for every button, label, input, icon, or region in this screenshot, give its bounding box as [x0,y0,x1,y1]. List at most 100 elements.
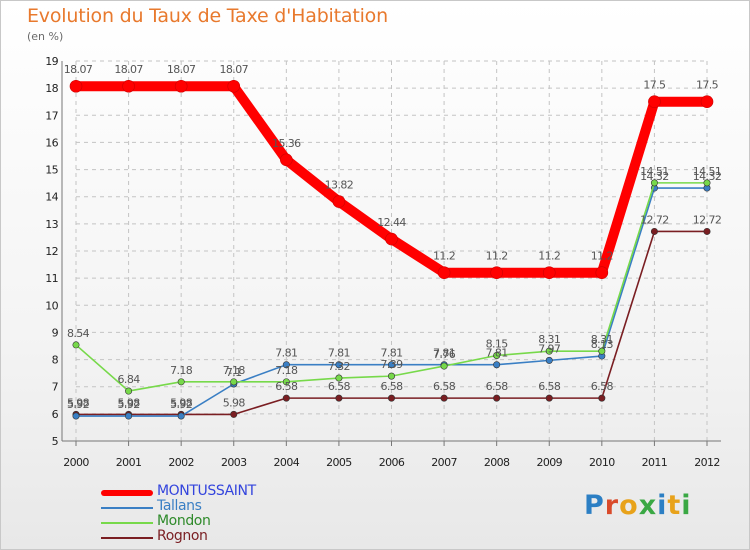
series-layer [69,79,714,420]
data-label: 7.18 [223,364,246,377]
x-tick-label: 2002 [168,456,194,469]
data-label: 12.72 [640,213,669,226]
data-point [282,361,290,369]
x-tick-label: 2009 [536,456,562,469]
data-label: 7.76 [433,348,456,361]
legend-label-rognon: Rognon [157,528,208,544]
data-point [177,378,185,386]
series-tallans [72,184,711,420]
chart-title: Evolution du Taux de Taxe d'Habitation [27,5,388,27]
y-tick-label: 8 [52,354,59,367]
data-point [230,378,238,386]
x-tick-label: 2000 [63,456,89,469]
data-point [493,394,501,402]
data-label: 8.31 [538,333,560,346]
legend-label-montussaint: MONTUSSAINT [157,483,256,499]
x-tick-label: 2010 [589,456,615,469]
data-point [542,266,556,280]
x-tick-label: 2004 [274,456,300,469]
proxiti-logo: Proxiti [584,490,692,521]
axes: 5 6 7 8 9 10 11 12 13 14 15 16 17 18 19 2000 2001 2002 200… [45,55,721,469]
data-point [387,394,395,402]
data-label: 11.2 [433,250,455,263]
y-tick-label: 19 [45,55,58,68]
data-label: 6.58 [538,380,561,393]
data-label: 6.58 [591,380,614,393]
data-label: 14.51 [640,165,669,178]
data-label: 7.81 [380,347,402,360]
data-label: 14.32 [693,170,722,183]
data-point [69,79,83,93]
logo-letter: r [604,490,620,521]
data-label: 7.1 [226,366,242,379]
y-tick-label: 14 [45,191,58,204]
data-label: 18.07 [64,63,93,76]
data-label: 5.92 [67,398,89,411]
data-point [280,153,293,167]
data-label: 6.58 [486,380,509,393]
data-point [648,95,661,109]
data-point [545,347,553,355]
data-point [332,195,346,208]
data-point [174,79,188,93]
data-label: 5.98 [223,396,246,409]
legend-item-montussaint: MONTUSSAINT [101,483,341,500]
y-tick-label: 12 [45,245,58,258]
data-label: 8.15 [486,338,509,351]
data-point [490,266,503,280]
data-label: 14.51 [693,165,722,178]
data-point [125,412,133,420]
data-point [122,79,135,93]
data-label: 7.39 [380,358,403,371]
data-point [387,372,395,380]
y-tick-label: 10 [45,299,58,312]
data-label: 15.36 [272,137,301,150]
data-label: 7.18 [170,364,193,377]
data-point [177,412,185,420]
x-tick-label: 2007 [431,456,457,469]
data-label: 18.07 [167,63,196,76]
series-mondon [72,179,711,395]
data-label: 7.81 [275,347,297,360]
data-label: 8.54 [67,327,90,340]
data-point [595,266,609,280]
data-point [72,341,80,349]
y-tick-label: 15 [45,164,58,177]
logo-letter: o [619,490,639,521]
legend-label-tallans: Tallans [157,498,202,514]
data-label: 11.2 [538,250,560,263]
x-tick-label: 2012 [694,456,720,469]
y-tick-label: 16 [45,136,58,149]
data-point [545,394,553,402]
logo-letter: i [681,490,692,521]
data-label: 6.84 [118,373,141,386]
data-point [385,232,398,246]
data-label: 7.81 [486,347,508,360]
data-point [230,410,238,418]
data-point [335,361,343,369]
legend-swatch-montussaint [101,490,153,496]
data-label: 5.98 [67,396,90,409]
data-label: 14.32 [640,170,669,183]
legend-item-tallans: Tallans [101,498,341,515]
series-montussaint [69,79,714,280]
x-tick-label: 2008 [484,456,510,469]
data-point [125,387,133,395]
data-point [545,356,553,364]
data-label: 11.2 [591,250,613,263]
data-point [335,394,343,402]
data-label: 7.81 [433,347,455,360]
data-label: 6.58 [380,380,403,393]
data-point [437,266,451,280]
data-label: 7.32 [328,360,350,373]
data-point [440,394,448,402]
x-tick-label: 2005 [326,456,352,469]
data-label: 12.44 [377,216,406,229]
data-label: 18.07 [114,63,143,76]
data-label: 18.07 [220,63,249,76]
x-tick-label: 2006 [379,456,405,469]
data-point [493,361,501,369]
y-tick-label: 9 [52,326,59,339]
